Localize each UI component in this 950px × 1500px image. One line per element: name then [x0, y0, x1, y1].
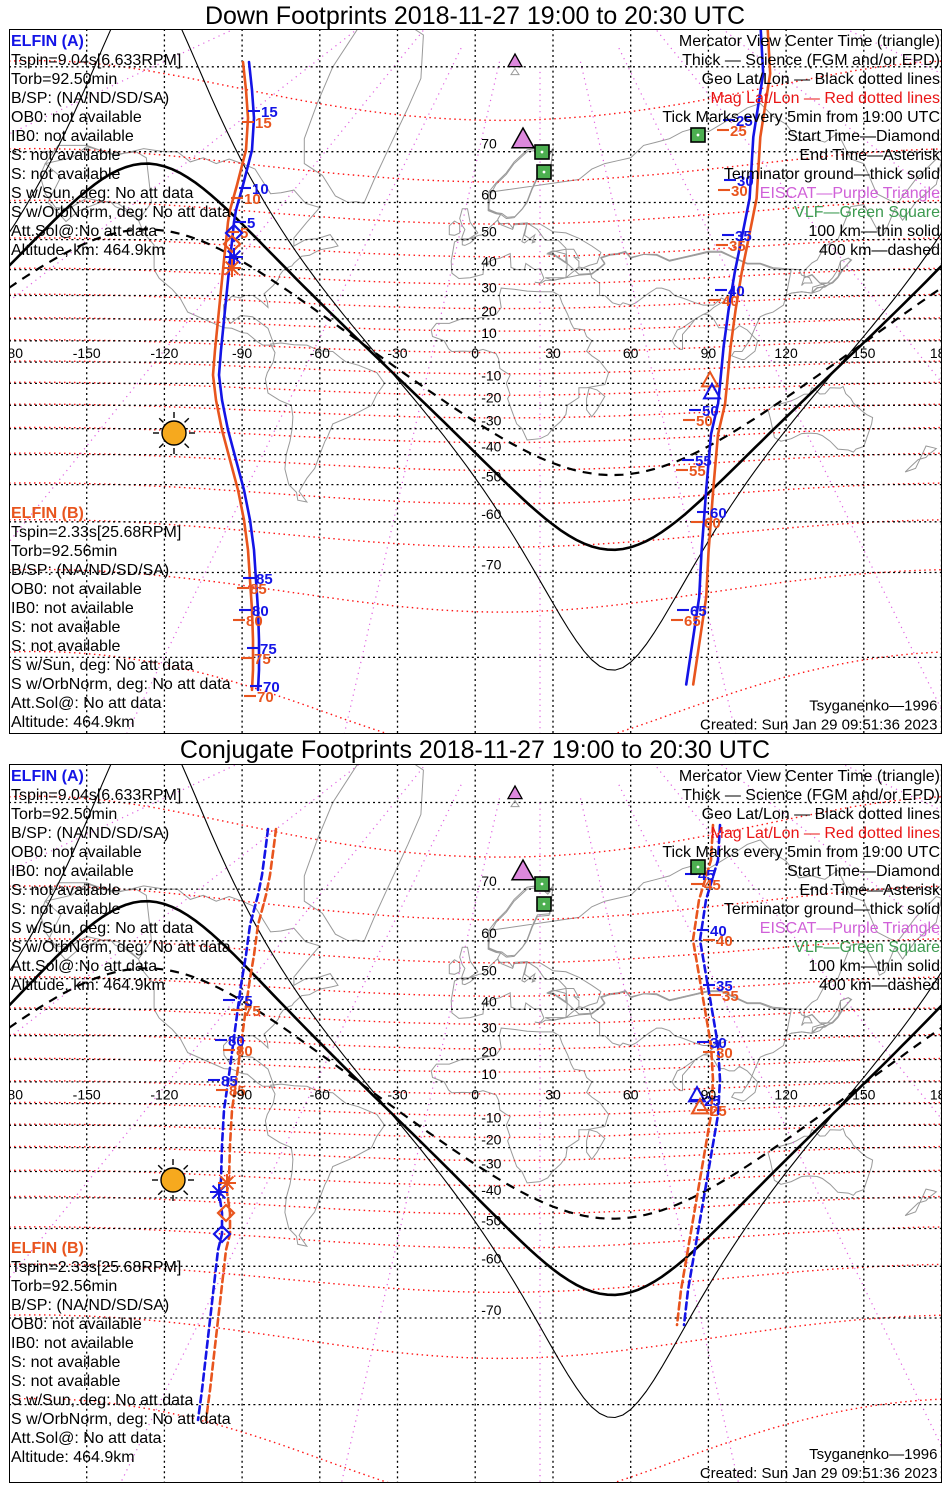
svg-text:20: 20	[481, 1044, 497, 1060]
svg-text:180: 180	[930, 345, 950, 361]
svg-text:80: 80	[236, 1043, 253, 1060]
svg-text:30: 30	[716, 1045, 733, 1062]
svg-text:90: 90	[701, 1087, 717, 1103]
svg-text:40: 40	[722, 293, 739, 310]
svg-text:-60: -60	[481, 1250, 501, 1266]
svg-text:60: 60	[481, 186, 497, 202]
svg-text:60: 60	[623, 345, 639, 361]
svg-text:-150: -150	[73, 345, 101, 361]
svg-text:50: 50	[481, 963, 497, 979]
svg-text:Created: Sun Jan 29 09:51:36 2: Created: Sun Jan 29 09:51:36 2023	[700, 716, 937, 733]
svg-text:40: 40	[481, 254, 497, 270]
svg-text:20: 20	[481, 303, 497, 319]
svg-text:120: 120	[774, 1087, 798, 1103]
svg-text:-30: -30	[387, 1087, 407, 1103]
svg-text:60: 60	[481, 925, 497, 941]
svg-text:-180: -180	[0, 345, 23, 361]
svg-text:-50: -50	[481, 469, 501, 485]
svg-text:-40: -40	[481, 439, 501, 455]
svg-text:120: 120	[774, 345, 798, 361]
svg-text:-30: -30	[387, 345, 407, 361]
svg-text:40: 40	[481, 993, 497, 1009]
svg-text:75: 75	[244, 1003, 261, 1020]
svg-text:15: 15	[255, 115, 272, 132]
svg-text:-90: -90	[232, 1087, 252, 1103]
svg-text:70: 70	[481, 873, 497, 889]
svg-text:50: 50	[696, 413, 713, 430]
svg-text:0: 0	[471, 1087, 479, 1103]
svg-text:55: 55	[689, 463, 706, 480]
svg-text:25: 25	[710, 1103, 727, 1120]
svg-text:-60: -60	[310, 345, 330, 361]
svg-text:-60: -60	[481, 506, 501, 522]
svg-text:30: 30	[731, 183, 748, 200]
svg-text:35: 35	[722, 988, 739, 1005]
svg-text:-30: -30	[481, 1156, 501, 1172]
svg-text:-10: -10	[481, 1109, 501, 1125]
svg-text:-150: -150	[73, 1087, 101, 1103]
svg-text:60: 60	[623, 1087, 639, 1103]
svg-text:10: 10	[481, 325, 497, 341]
svg-text:-120: -120	[150, 345, 178, 361]
svg-text:150: 150	[852, 1087, 876, 1103]
svg-text:-90: -90	[232, 345, 252, 361]
svg-text:Created: Sun Jan 29 09:51:36 2: Created: Sun Jan 29 09:51:36 2023	[700, 1465, 938, 1482]
svg-text:-60: -60	[310, 1087, 330, 1103]
svg-text:-70: -70	[481, 556, 501, 572]
svg-text:60: 60	[704, 515, 721, 532]
svg-text:-30: -30	[481, 413, 501, 429]
svg-text:75: 75	[254, 651, 271, 668]
svg-text:0: 0	[471, 345, 479, 361]
svg-text:-50: -50	[481, 1213, 501, 1229]
svg-text:-20: -20	[481, 389, 501, 405]
svg-text:30: 30	[545, 1087, 561, 1103]
svg-text:30: 30	[545, 345, 561, 361]
svg-text:-40: -40	[481, 1182, 501, 1198]
svg-text:50: 50	[481, 224, 497, 240]
svg-text:-10: -10	[481, 367, 501, 383]
svg-text:70: 70	[257, 689, 274, 706]
svg-text:-120: -120	[150, 1087, 178, 1103]
svg-text:70: 70	[481, 136, 497, 152]
svg-text:85: 85	[250, 581, 267, 598]
svg-text:45: 45	[704, 877, 721, 894]
svg-text:-20: -20	[481, 1132, 501, 1148]
svg-text:30: 30	[481, 1020, 497, 1036]
svg-text:150: 150	[852, 345, 876, 361]
svg-text:10: 10	[481, 1066, 497, 1082]
svg-text:-70: -70	[481, 1302, 501, 1318]
svg-text:-180: -180	[0, 1087, 23, 1103]
svg-text:35: 35	[729, 238, 746, 255]
svg-text:40: 40	[716, 933, 733, 950]
svg-text:90: 90	[701, 345, 717, 361]
svg-text:Tsyganenko—1996: Tsyganenko—1996	[809, 1446, 937, 1463]
svg-text:30: 30	[481, 279, 497, 295]
svg-text:180: 180	[930, 1087, 950, 1103]
svg-text:80: 80	[246, 613, 263, 630]
svg-text:Tsyganenko—1996: Tsyganenko—1996	[809, 697, 937, 714]
svg-text:65: 65	[684, 613, 701, 630]
svg-text:10: 10	[244, 191, 261, 208]
